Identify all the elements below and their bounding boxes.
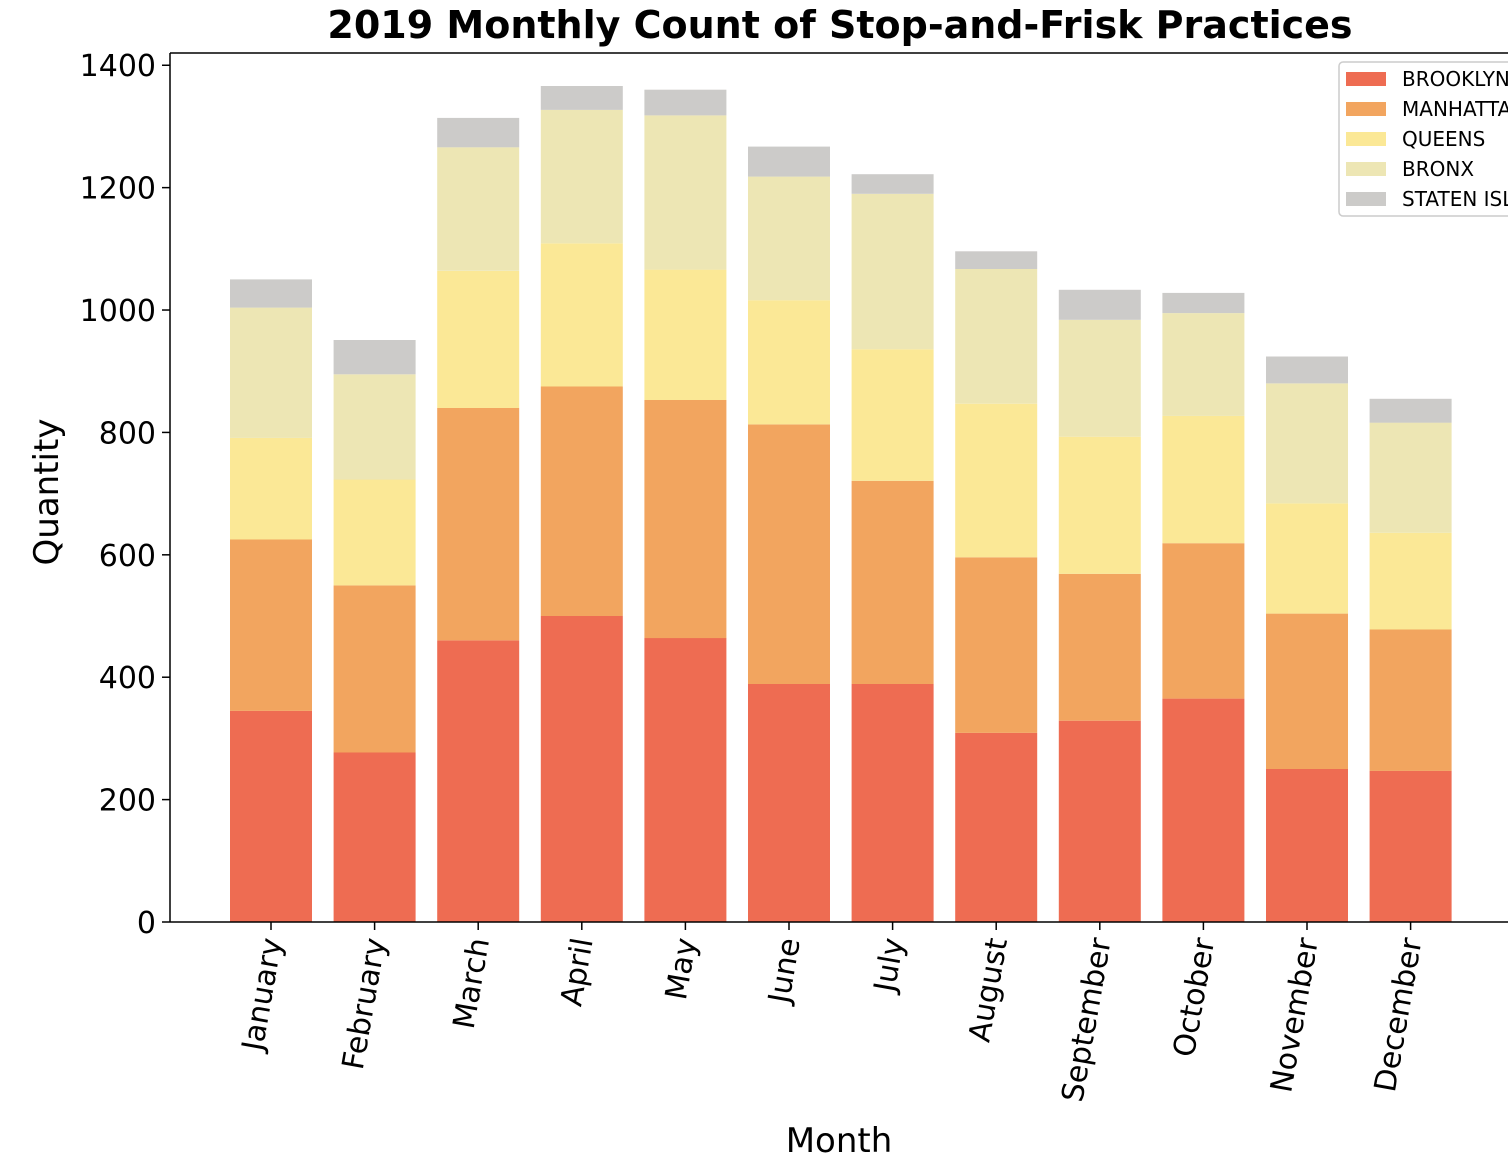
bar-brooklyn-may xyxy=(644,638,727,922)
bar-queens-may xyxy=(644,269,727,400)
bar-brooklyn-january xyxy=(230,710,312,922)
y-axis-label: Quantity xyxy=(27,419,67,566)
bar-staten-island-february xyxy=(333,340,416,375)
bar-brooklyn-august xyxy=(955,732,1038,922)
y-tick-label: 200 xyxy=(99,784,156,819)
x-tick-label: February xyxy=(336,935,394,1072)
bar-brooklyn-february xyxy=(333,752,416,922)
y-tick-label: 1000 xyxy=(80,294,156,329)
bar-queens-january xyxy=(230,437,312,540)
y-tick-label: 0 xyxy=(137,906,156,941)
bar-bronx-may xyxy=(644,115,727,270)
bar-manhattan-december xyxy=(1369,629,1452,771)
x-tick-label: July xyxy=(867,935,911,996)
x-axis-label: Month xyxy=(786,1121,893,1161)
y-tick-label: 400 xyxy=(99,661,156,696)
bar-staten-island-april xyxy=(540,86,623,110)
legend-swatch xyxy=(1346,192,1386,206)
y-tick-label: 1200 xyxy=(80,172,156,207)
bar-manhattan-november xyxy=(1266,613,1348,769)
bar-manhattan-june xyxy=(748,424,830,684)
x-tick-label: August xyxy=(962,935,1015,1045)
bar-queens-august xyxy=(955,403,1038,558)
bar-manhattan-october xyxy=(1162,543,1245,699)
chart-title: 2019 Monthly Count of Stop-and-Frisk Pra… xyxy=(327,3,1352,47)
y-tick-label: 600 xyxy=(99,539,156,574)
bar-bronx-june xyxy=(748,176,830,301)
bars-group xyxy=(230,86,1452,922)
bar-brooklyn-november xyxy=(1266,769,1348,922)
bar-queens-september xyxy=(1058,436,1141,574)
x-tick-label: December xyxy=(1368,935,1430,1095)
bar-brooklyn-july xyxy=(851,683,934,922)
bar-staten-island-august xyxy=(955,251,1038,269)
bar-bronx-august xyxy=(955,269,1038,404)
bar-bronx-april xyxy=(540,109,623,244)
bar-manhattan-march xyxy=(437,407,520,641)
bar-bronx-march xyxy=(437,147,520,271)
bar-manhattan-august xyxy=(955,557,1038,733)
bar-queens-october xyxy=(1162,415,1245,544)
bar-manhattan-september xyxy=(1058,573,1141,721)
bar-bronx-february xyxy=(333,374,416,480)
x-tick-label: November xyxy=(1264,935,1326,1095)
bar-staten-island-march xyxy=(437,117,520,148)
legend-swatch xyxy=(1346,102,1386,116)
x-tick-label: April xyxy=(554,935,600,1009)
bar-staten-island-october xyxy=(1162,292,1245,314)
bar-bronx-september xyxy=(1058,319,1141,437)
x-tick-label: June xyxy=(762,935,808,1007)
x-tick-label: March xyxy=(447,935,497,1031)
legend-swatch xyxy=(1346,132,1386,146)
bar-brooklyn-december xyxy=(1369,770,1452,922)
bar-brooklyn-march xyxy=(437,640,520,922)
legend-label: BROOKLYN xyxy=(1402,67,1508,91)
legend: BROOKLYN MANHATTAN QUEENS BRONX STATEN ISLAN… xyxy=(1338,61,1508,217)
bar-bronx-november xyxy=(1266,383,1348,504)
x-tick-label: October xyxy=(1167,935,1222,1060)
bar-queens-june xyxy=(748,300,830,425)
legend-label: STATEN ISLAND xyxy=(1402,187,1508,211)
bar-staten-island-september xyxy=(1058,289,1141,320)
legend-label: MANHATTAN xyxy=(1402,97,1508,121)
legend-label: QUEENS xyxy=(1402,127,1485,151)
bar-staten-island-january xyxy=(230,279,312,308)
bar-manhattan-february xyxy=(333,585,416,753)
bar-staten-island-june xyxy=(748,146,830,177)
bar-queens-march xyxy=(437,270,520,408)
bar-staten-island-may xyxy=(644,89,727,116)
x-tick-label: May xyxy=(659,935,704,1002)
bar-staten-island-november xyxy=(1266,356,1348,384)
bar-staten-island-july xyxy=(851,174,934,194)
x-tick-label: September xyxy=(1055,935,1118,1105)
legend-frame xyxy=(1338,61,1508,217)
legend-label: BRONX xyxy=(1402,157,1474,181)
bar-brooklyn-april xyxy=(540,616,623,922)
bar-manhattan-january xyxy=(230,539,312,711)
bar-queens-february xyxy=(333,479,416,586)
bar-brooklyn-october xyxy=(1162,698,1245,922)
y-tick-label: 1400 xyxy=(80,49,156,84)
bar-queens-november xyxy=(1266,503,1348,614)
x-tick-label: January xyxy=(235,935,290,1055)
bar-brooklyn-september xyxy=(1058,720,1141,922)
bar-bronx-october xyxy=(1162,313,1245,416)
bar-bronx-december xyxy=(1369,422,1452,533)
bar-queens-december xyxy=(1369,532,1452,630)
bar-bronx-july xyxy=(851,193,934,350)
bar-manhattan-may xyxy=(644,400,727,639)
legend-swatch xyxy=(1346,72,1386,86)
y-tick-label: 800 xyxy=(99,416,156,451)
legend-swatch xyxy=(1346,162,1386,176)
bar-manhattan-april xyxy=(540,386,623,616)
bar-queens-july xyxy=(851,349,934,481)
bar-staten-island-december xyxy=(1369,398,1452,423)
bar-queens-april xyxy=(540,243,623,387)
bar-bronx-january xyxy=(230,307,312,438)
bar-brooklyn-june xyxy=(748,683,830,922)
bar-manhattan-july xyxy=(851,480,934,684)
